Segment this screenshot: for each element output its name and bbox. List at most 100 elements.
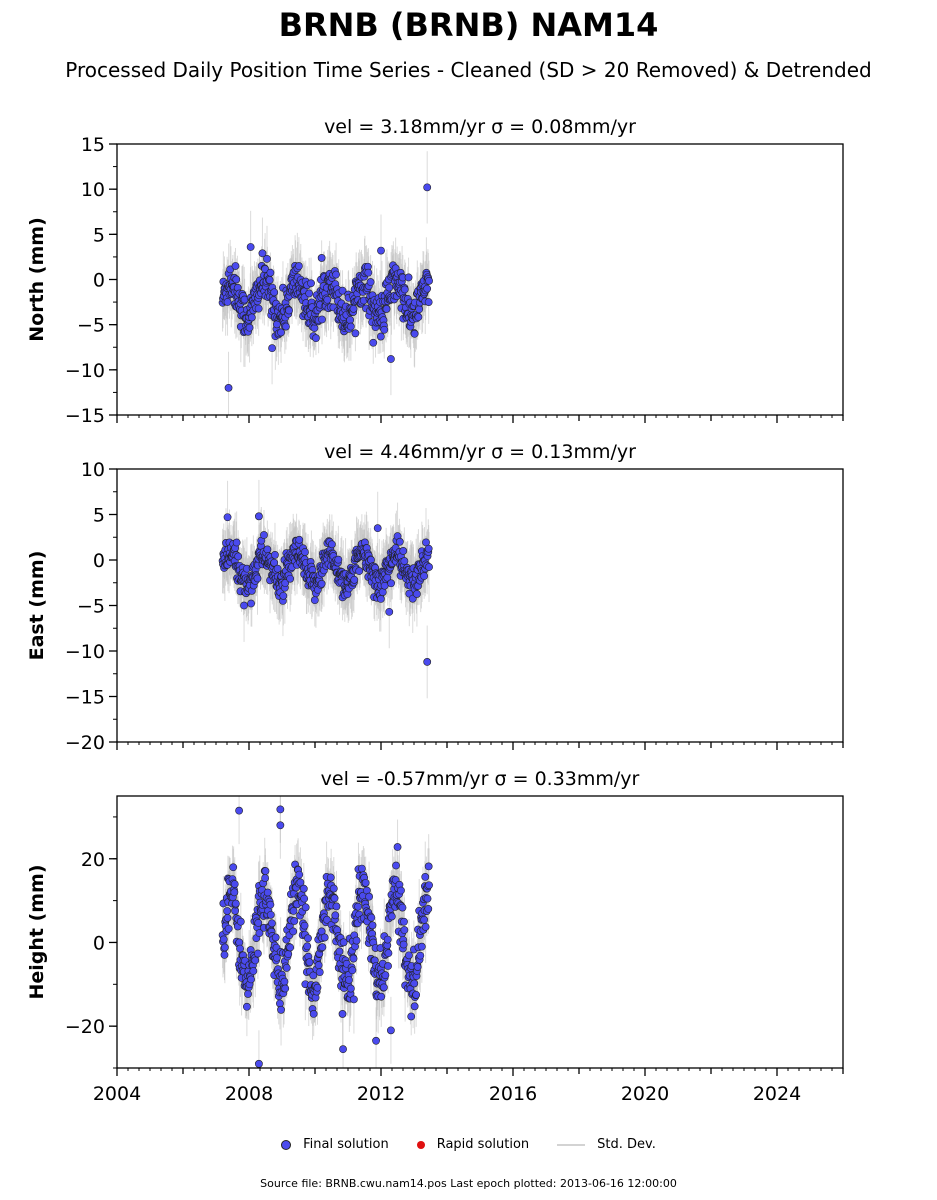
data-point (383, 935, 392, 944)
data-point (392, 861, 400, 870)
data-point (261, 867, 270, 875)
data-point (258, 249, 267, 258)
data-point (379, 983, 388, 992)
data-point (277, 328, 285, 337)
y-tick-label: 15 (81, 134, 105, 156)
data-point (410, 979, 419, 988)
data-point (289, 907, 298, 915)
data-point (332, 902, 341, 911)
std-dev-line-icon (557, 1143, 586, 1146)
data-point (289, 927, 298, 936)
data-point (381, 971, 390, 980)
data-point (251, 956, 260, 965)
data-point (334, 555, 343, 564)
data-point (384, 949, 393, 958)
data-point (425, 881, 433, 890)
y-axis-label: Height (mm) (26, 864, 48, 999)
data-point (313, 983, 322, 992)
data-point (367, 913, 376, 922)
data-point (352, 936, 361, 945)
data-point (295, 535, 304, 544)
data-point (266, 900, 275, 909)
data-point (295, 870, 304, 879)
y-tick-label: 5 (93, 224, 105, 246)
y-tick-label: 0 (93, 270, 105, 292)
data-point (326, 873, 335, 882)
data-point (235, 806, 243, 815)
data-point (296, 878, 305, 887)
data-point (270, 288, 279, 297)
x-tick-label: 2024 (753, 1083, 801, 1105)
data-point (338, 286, 347, 295)
data-point (240, 601, 248, 610)
y-tick-label: −5 (77, 315, 105, 337)
data-point (376, 332, 385, 341)
data-point (234, 552, 243, 561)
data-point (365, 892, 373, 901)
data-point (377, 246, 385, 255)
data-point (232, 538, 241, 547)
data-point (230, 880, 239, 888)
data-point (400, 285, 409, 294)
data-point (301, 548, 309, 556)
data-point (331, 911, 340, 920)
data-point (393, 843, 402, 851)
data-point (398, 903, 407, 912)
panel-2-plot (218, 479, 433, 699)
x-tick-label: 2016 (489, 1083, 537, 1105)
data-point (350, 575, 359, 584)
data-point (346, 316, 355, 324)
panel-title: vel = 4.46mm/yr σ = 0.13mm/yr (324, 441, 636, 463)
data-point (271, 933, 280, 942)
data-point (285, 306, 293, 315)
data-point (377, 992, 386, 1001)
y-tick-label: −20 (65, 1016, 105, 1038)
data-point (263, 545, 272, 554)
data-point (420, 572, 429, 580)
data-point (276, 821, 285, 830)
data-point (224, 383, 233, 392)
data-point (369, 338, 378, 347)
data-point (247, 599, 255, 608)
data-point (255, 929, 264, 938)
data-point (372, 1036, 380, 1045)
y-tick-label: −10 (65, 360, 105, 382)
data-point (300, 921, 309, 930)
data-point (231, 262, 240, 270)
data-point (253, 949, 262, 958)
data-point (220, 943, 229, 952)
data-point (413, 963, 422, 971)
data-point (349, 304, 358, 313)
panel-1: 15 10 5 0 −5 −10 −15 vel = 3.18mm/yr σ = 0.08mm… (26, 116, 844, 427)
data-point (327, 540, 336, 549)
data-point (223, 907, 232, 915)
data-point (318, 315, 326, 324)
data-point (355, 567, 364, 575)
data-point (332, 270, 340, 279)
y-tick-label: 0 (93, 550, 105, 572)
data-point (286, 943, 295, 952)
chart-legend: Final solution Rapid solution Std. Dev. (0, 1137, 937, 1152)
data-point (338, 1010, 347, 1018)
data-point (366, 278, 375, 286)
data-point (425, 276, 433, 285)
x-tick-label: 2012 (357, 1083, 405, 1105)
panel-3: 2004 2008 2012 2016 2020 2024 20 0 −20 vel = -0.5… (26, 768, 844, 1105)
data-point (220, 950, 229, 959)
data-point (400, 926, 409, 934)
data-point (339, 938, 348, 947)
data-point (253, 574, 262, 583)
data-point (276, 999, 284, 1008)
data-point (270, 558, 279, 567)
y-tick-label: −5 (77, 596, 105, 618)
data-point (281, 984, 290, 993)
data-point (423, 284, 432, 293)
data-point (266, 910, 275, 919)
data-point (254, 304, 263, 313)
data-point (282, 322, 290, 331)
y-tick-label: −20 (65, 732, 105, 754)
data-point (271, 550, 279, 559)
data-point (246, 243, 255, 251)
final-solution-marker-icon (281, 1139, 292, 1150)
data-point (290, 917, 299, 925)
